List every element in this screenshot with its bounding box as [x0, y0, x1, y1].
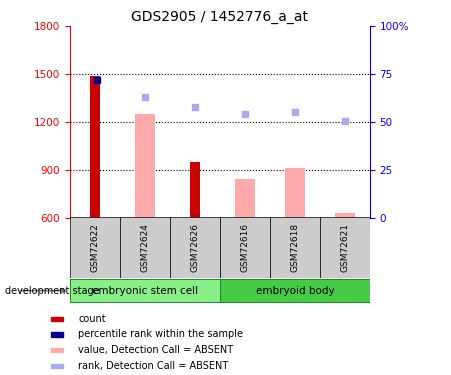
Text: embryonic stem cell: embryonic stem cell [92, 286, 198, 296]
Text: development stage: development stage [5, 286, 99, 296]
Bar [51, 332, 63, 336]
Text: rank, Detection Call = ABSENT: rank, Detection Call = ABSENT [78, 361, 229, 371]
Bar [190, 162, 200, 218]
Title: GDS2905 / 1452776_a_at: GDS2905 / 1452776_a_at [131, 10, 308, 24]
Bar [220, 217, 270, 278]
Bar [335, 213, 355, 217]
Bar [270, 217, 320, 278]
Text: percentile rank within the sample: percentile rank within the sample [78, 329, 244, 339]
Bar [320, 217, 370, 278]
Bar [285, 168, 305, 217]
Text: GSM72616: GSM72616 [240, 223, 249, 272]
Bar [235, 179, 255, 218]
Text: GSM72624: GSM72624 [140, 223, 149, 272]
Text: value, Detection Call = ABSENT: value, Detection Call = ABSENT [78, 345, 234, 355]
Bar [51, 348, 63, 352]
Bar [220, 279, 370, 302]
Text: count: count [78, 314, 106, 324]
Text: GSM72622: GSM72622 [90, 223, 99, 272]
Bar [90, 76, 100, 217]
Bar [70, 217, 120, 278]
Bar [135, 114, 155, 218]
Bar [70, 279, 220, 302]
Text: GSM72618: GSM72618 [290, 223, 299, 272]
Bar [51, 317, 63, 321]
Bar [51, 364, 63, 368]
Bar [170, 217, 220, 278]
Text: embryoid body: embryoid body [256, 286, 334, 296]
Text: GSM72626: GSM72626 [190, 223, 199, 272]
Text: GSM72621: GSM72621 [341, 223, 350, 272]
Bar [120, 217, 170, 278]
